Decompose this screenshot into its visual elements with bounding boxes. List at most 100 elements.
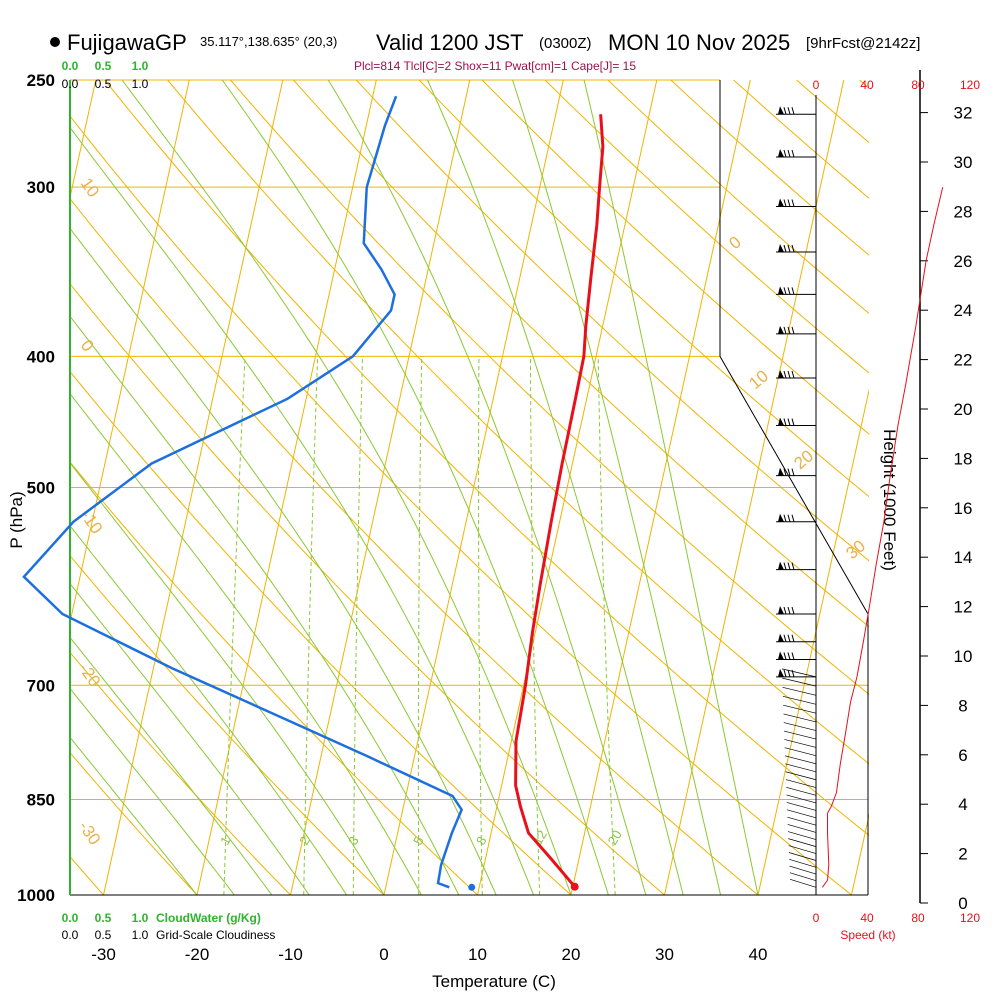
pressure-tick-label: 1000: [17, 886, 55, 905]
wind-barb-staff-low: [786, 794, 817, 804]
wind-speed-line: [821, 187, 944, 888]
wind-barb-staff-low: [782, 677, 817, 687]
pressure-tick-label: 250: [27, 71, 55, 90]
wind-barb-feather: [787, 199, 791, 207]
cloudiness-tick-bottom: 0.0: [62, 928, 79, 942]
isotherm-line: [664, 79, 845, 895]
wind-barb-pennant: [778, 467, 784, 476]
wind-barb-staff-low: [787, 816, 817, 826]
height-tick-label: 26: [954, 252, 973, 271]
dry-adiabat-line: [70, 197, 759, 895]
wind-barb-feather: [783, 244, 787, 253]
temperature-tick-label: 20: [562, 945, 581, 964]
dry-adiabat-line: [481, 79, 869, 435]
mixing-ratio-line: [597, 356, 616, 895]
cloudiness-tick-top: 0.5: [95, 77, 112, 91]
surface-temperature-point: [570, 882, 579, 891]
moist-adiabat-line: [221, 79, 609, 895]
wind-barb-feather: [791, 562, 795, 570]
wind-barb-staff-low: [786, 802, 817, 811]
wind-barb-pennant: [778, 198, 784, 207]
wind-barb-staff-low: [784, 739, 817, 748]
isotherm-line: [103, 79, 284, 895]
dry-adiabat-line: [70, 115, 852, 895]
speed-tick-bottom: 80: [911, 911, 925, 925]
wind-barb-staff-low: [787, 831, 817, 840]
wind-barb-pennant: [778, 633, 784, 642]
moist-adiabat-line: [121, 79, 572, 895]
speed-tick-top: 80: [911, 78, 925, 92]
wind-barb-staff-low: [783, 704, 817, 714]
moist-adiabat-line: [70, 636, 273, 895]
height-tick-label: 20: [954, 400, 973, 419]
isotherm-line: [0, 80, 2, 895]
speed-tick-bottom: 0: [813, 911, 820, 925]
wind-barb-feather: [787, 287, 791, 295]
wind-barb-feather: [791, 418, 795, 426]
isotherm-label: -10: [77, 506, 107, 537]
wind-barb-staff-low: [787, 824, 817, 833]
isotherm-label: 0: [77, 336, 98, 355]
plot-area: [0, 79, 869, 895]
height-tick-label: 22: [954, 351, 973, 370]
moist-adiabat-line: [70, 462, 385, 895]
wind-barb-pennant: [778, 369, 784, 378]
temperature-tick-label: -20: [185, 945, 210, 964]
wind-speed-group: [821, 187, 944, 888]
wind-barb-pennant: [778, 106, 784, 115]
wind-barb-staff-low: [782, 686, 817, 696]
wind-barb-feather: [791, 468, 795, 476]
wind-barb-staff-low: [784, 747, 817, 757]
height-tick-label: 32: [954, 104, 973, 123]
speed-tick-top: 120: [960, 78, 980, 92]
wind-barb-feather: [791, 107, 795, 115]
wind-barb-pennant: [778, 605, 784, 614]
wind-barb-feather: [783, 468, 787, 476]
height-axis-title: Height (1000 Feet): [880, 429, 899, 571]
height-tick-label: 14: [954, 548, 973, 567]
height-tick-label: 28: [954, 202, 973, 221]
temperature-tick-label: 10: [468, 945, 487, 964]
temperature-tick-label: 0: [379, 945, 388, 964]
wind-barb-feather: [783, 370, 787, 379]
wind-barb-pennant: [778, 417, 784, 426]
wind-barb-feather: [783, 669, 787, 677]
height-tick-label: 12: [954, 598, 973, 617]
wind-barb-staff-low: [787, 809, 817, 819]
wind-barb-pennant: [778, 651, 784, 660]
pressure-tick-label: 700: [27, 676, 55, 695]
data-series: [22, 95, 944, 891]
wind-barb-feather: [783, 418, 787, 426]
wind-barb-staff-low: [786, 786, 817, 796]
dry-adiabat-label: 30: [842, 536, 869, 563]
wind-barb-feather: [787, 370, 791, 379]
station-bullet-icon: [50, 37, 60, 47]
speed-tick-top: 0: [813, 78, 820, 92]
wind-barb-feather: [783, 107, 787, 115]
wind-barbs: [776, 106, 817, 888]
speed-tick-top: 40: [860, 78, 874, 92]
wind-barb-staff-low: [782, 695, 817, 705]
moist-adiabat-line: [70, 736, 198, 895]
mixing-ratio-line: [303, 356, 319, 895]
dry-adiabat-line: [355, 79, 869, 562]
cloudiness-tick-bottom: 0.5: [95, 928, 112, 942]
mixing-ratio-line: [529, 356, 541, 895]
dry-adiabat-line: [104, 79, 869, 836]
dry-adiabat-line: [167, 79, 869, 765]
speed-tick-bottom: 120: [960, 911, 980, 925]
dewpoint-line: [22, 95, 464, 889]
mixing-ratio-line: [417, 356, 423, 895]
valid-time: Valid 1200 JST: [376, 30, 524, 55]
wind-barb-staff-low: [785, 763, 817, 773]
isotherm-line: [383, 79, 564, 895]
wind-barb-feather: [783, 514, 787, 522]
dry-adiabat-line: [70, 461, 478, 895]
wind-barb-staff-low: [784, 730, 817, 740]
wind-barb-staff-low: [781, 668, 817, 678]
mixing-ratio-label: 20: [605, 827, 625, 847]
wind-barb-feather: [787, 107, 791, 115]
height-tick-label: 16: [954, 499, 973, 518]
isotherm-line: [290, 79, 471, 895]
forecast-tag: [9hrFcst@2142z]: [806, 35, 920, 52]
